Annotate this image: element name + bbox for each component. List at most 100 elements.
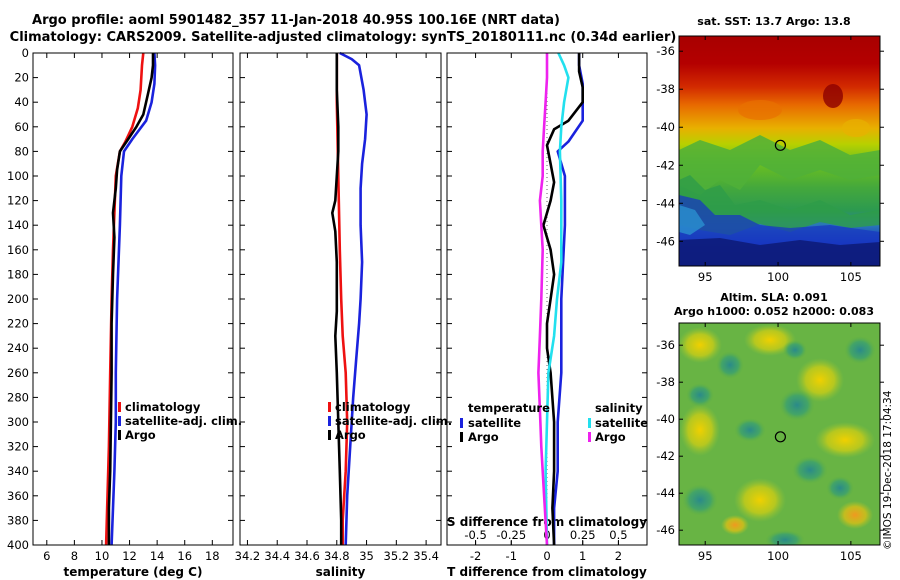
legend-title-salinity: salinity [595,401,643,415]
sla-high-patch [815,422,875,458]
x-tick-label: 34.4 [264,549,290,563]
sst-light-blue-patch [679,205,705,235]
x-tick-label: 34.8 [324,549,350,563]
depth-tick-label: 140 [7,218,29,232]
sla-low-patch [779,389,815,421]
depth-tick-label: 280 [7,390,29,404]
sla-low-patch [686,383,714,407]
map-y-tick-label: -40 [656,412,675,426]
sst-front-green [679,135,880,195]
legend-swatch-climatology [328,402,331,412]
sla-map-frame [678,322,881,546]
series-line-satellite-adj-clim- [110,52,157,546]
sst-warm-eddy [823,84,843,108]
map-x-tick-label: 95 [698,549,713,563]
sla-high-patch [679,327,722,363]
sla-argo-position-marker [774,431,787,443]
sla-low-patch [826,476,854,500]
sst-deep-blue [679,238,880,266]
sla-low-patch [844,336,876,364]
sla-high-patch [680,404,720,456]
legend-label-climatology: climatology [335,400,411,414]
map-x-tick-label: 100 [767,270,789,284]
sst-warm-patch [738,100,782,120]
x-tick-label: 12 [122,549,137,563]
s-diff-tick-label: -0.25 [496,528,526,542]
s-diff-tick-label: 0.25 [570,528,596,542]
x-tick-label: 35.4 [413,549,439,563]
series-line-s-argo [537,53,549,546]
depth-tick-label: 80 [14,144,29,158]
x-tick-label: -2 [470,549,481,563]
x-tick-label: 1 [579,549,586,563]
sst-yellow-patch [842,119,870,137]
figure-title-line-1: Argo profile: aoml 5901482_357 11-Jan-20… [32,13,560,28]
depth-tick-label: 200 [7,292,29,306]
depth-tick-label: 20 [14,71,29,85]
series-line-argo [331,53,343,545]
x-tick-label: 35 [359,549,374,563]
sst-argo-position-marker [774,139,787,151]
depth-tick-label: 260 [7,366,29,380]
map-y-tick-label: -44 [656,196,675,210]
legend-label-satellite: satellite-adj. clim. [125,414,242,428]
sla-low-patch [682,484,718,516]
sla-low-patch [765,530,805,545]
x-tick-label: 2 [615,549,622,563]
depth-tick-label: 180 [7,267,29,281]
x-tick-label: 14 [150,549,165,563]
x-tick-label: 8 [71,549,78,563]
map-y-tick-label: -42 [656,158,675,172]
map-x-tick-label: 100 [767,549,789,563]
sla-low-patch [792,456,828,484]
x-axis-label: T difference from climatology [447,565,647,579]
s-diff-tick-label: 0.5 [609,528,627,542]
x-tick-label: 0 [543,549,550,563]
depth-tick-label: 240 [7,341,29,355]
map-y-tick-label: -46 [656,523,675,537]
depth-tick-label: 120 [7,194,29,208]
x-axis-label: temperature (deg C) [64,565,203,579]
map-x-tick-label: 105 [840,270,862,284]
depth-tick-label: 360 [7,489,29,503]
legend-label-t-satellite: satellite [468,416,521,430]
temperature-panel: 0 20 40 60 80 100 120 140 160 180 200 220 240 260 280 3… [7,46,234,579]
series-line-s-satellite [544,52,570,546]
map-y-tick-label: -44 [656,486,675,500]
map-x-tick-label: 105 [840,549,862,563]
legend-swatch-s-argo [588,432,591,442]
legend-label-satellite: satellite-adj. clim. [335,414,452,428]
panel-background [447,53,647,545]
series-line-satellite-adj-clim- [339,51,368,546]
depth-tick-label: 400 [7,538,29,552]
map-y-tick-label: -42 [656,449,675,463]
legend-swatch-argo [118,430,121,440]
legend-label-argo: Argo [335,428,366,442]
depth-tick-label: 100 [7,169,29,183]
sla-map-title: Altim. SLA: 0.091 [720,291,827,304]
legend-swatch-t-satellite [460,418,463,428]
difference-legend: temperature satellite Argo salinity sate… [460,401,648,444]
depth-tick-label: 0 [22,46,29,60]
map-x-tick-label: 95 [698,270,713,284]
salinity-legend: climatology satellite-adj. clim. Argo [328,400,452,442]
sst-map-frame [678,35,881,267]
sla-high-patch [796,358,844,402]
legend-swatch-climatology [118,402,121,412]
sla-map-axes: 95 100 105 -36 -38 -40 -42 -44 -46 [656,323,884,563]
legend-label-s-satellite: satellite [595,416,648,430]
salinity-panel: 34.2 34.4 34.6 34.8 35 35.2 35.4 salinity [235,51,442,579]
panel-frame [446,52,648,546]
sla-low-patch [734,418,766,442]
sst-map: 95 100 105 -36 -38 -40 -42 -44 -46 [656,35,884,284]
sla-peak-patch [837,501,873,529]
map-y-tick-label: -46 [656,234,675,248]
temperature-legend: climatology satellite-adj. clim. Argo [118,400,242,442]
map-y-tick-label: -38 [656,375,675,389]
figure-title-line-2: Climatology: CARS2009. Satellite-adjuste… [10,30,677,45]
depth-tick-label: 40 [14,95,29,109]
depth-tick-label: 320 [7,440,29,454]
depth-tick-label: 340 [7,464,29,478]
sla-low-patch [716,351,744,379]
sla-map: 95 100 105 -36 -38 -40 -42 -44 -46 [656,322,884,563]
